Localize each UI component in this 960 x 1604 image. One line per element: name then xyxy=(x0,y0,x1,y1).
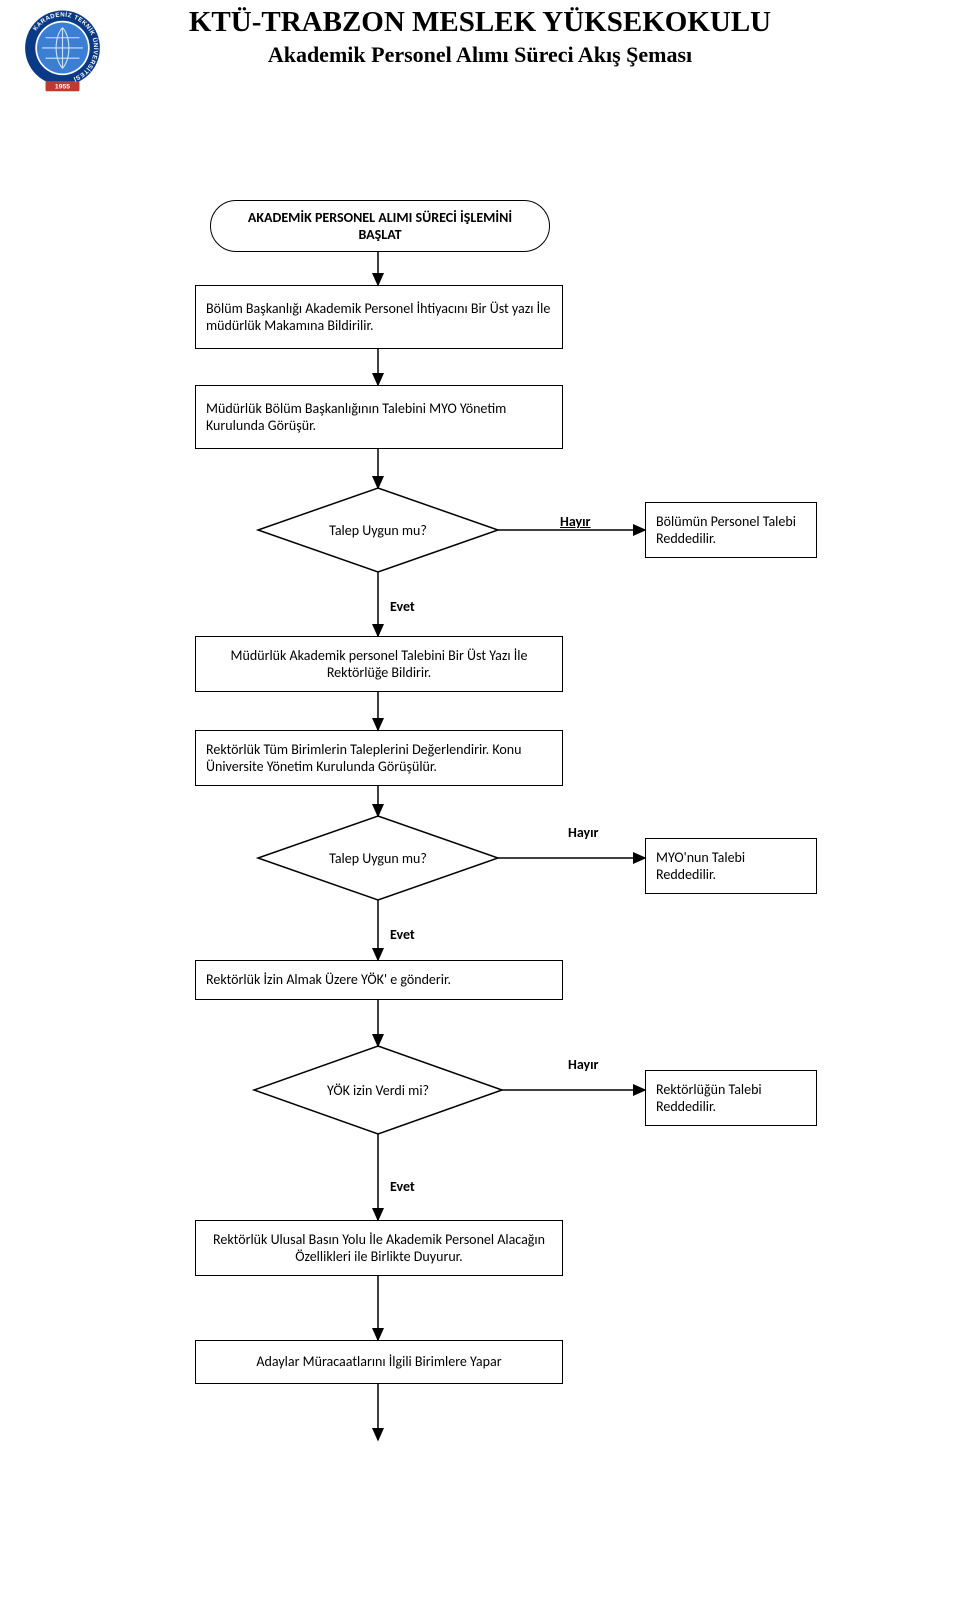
svg-text:1955: 1955 xyxy=(55,84,70,91)
start-terminator: AKADEMİK PERSONEL ALIMI SÜRECİ İŞLEMİNİ … xyxy=(210,200,550,252)
p5-label: Rektörlük İzin Almak Üzere YÖK' e gönder… xyxy=(206,971,451,989)
process-p1: Bölüm Başkanlığı Akademik Personel İhtiy… xyxy=(195,285,563,349)
reject-r2: MYO'nun Talebi Reddedilir. xyxy=(645,838,817,894)
d1-evet-label: Evet xyxy=(390,598,415,615)
r1-label: Bölümün Personel Talebi Reddedilir. xyxy=(656,513,806,548)
page-title: KTÜ-TRABZON MESLEK YÜKSEKOKULU xyxy=(0,6,960,39)
d3-evet-label: Evet xyxy=(390,1178,415,1195)
d1-hayir-label: Hayır xyxy=(560,513,591,530)
r2-label: MYO'nun Talebi Reddedilir. xyxy=(656,849,806,884)
p7-label: Adaylar Müracaatlarını İlgili Birimlere … xyxy=(256,1353,501,1371)
process-p7: Adaylar Müracaatlarını İlgili Birimlere … xyxy=(195,1340,563,1384)
p6-label: Rektörlük Ulusal Basın Yolu İle Akademik… xyxy=(206,1231,552,1266)
d2-hayir-label: Hayır xyxy=(568,824,599,841)
decision-d2-label: Talep Uygun mu? xyxy=(300,850,456,867)
p2-label: Müdürlük Bölüm Başkanlığının Talebini MY… xyxy=(206,400,552,435)
p1-label: Bölüm Başkanlığı Akademik Personel İhtiy… xyxy=(206,300,552,335)
process-p3: Müdürlük Akademik personel Talebini Bir … xyxy=(195,636,563,692)
process-p4: Rektörlük Tüm Birimlerin Taleplerini Değ… xyxy=(195,730,563,786)
reject-r1: Bölümün Personel Talebi Reddedilir. xyxy=(645,502,817,558)
decision-d1-label: Talep Uygun mu? xyxy=(300,522,456,539)
d2-evet-label: Evet xyxy=(390,926,415,943)
reject-r3: Rektörlüğün Talebi Reddedilir. xyxy=(645,1070,817,1126)
decision-d3-label: YÖK izin Verdi mi? xyxy=(296,1082,460,1099)
d3-hayir-label: Hayır xyxy=(568,1056,599,1073)
p4-label: Rektörlük Tüm Birimlerin Taleplerini Değ… xyxy=(206,741,552,776)
p3-label: Müdürlük Akademik personel Talebini Bir … xyxy=(206,647,552,682)
page-subtitle: Akademik Personel Alımı Süreci Akış Şema… xyxy=(0,42,960,68)
start-label: AKADEMİK PERSONEL ALIMI SÜRECİ İŞLEMİNİ … xyxy=(225,209,535,244)
r3-label: Rektörlüğün Talebi Reddedilir. xyxy=(656,1081,806,1116)
process-p5: Rektörlük İzin Almak Üzere YÖK' e gönder… xyxy=(195,960,563,1000)
process-p6: Rektörlük Ulusal Basın Yolu İle Akademik… xyxy=(195,1220,563,1276)
process-p2: Müdürlük Bölüm Başkanlığının Talebini MY… xyxy=(195,385,563,449)
page: 1955 KARADENİZ TEKNİK ÜNİVERSİTESİ KTÜ-T… xyxy=(0,0,960,1604)
